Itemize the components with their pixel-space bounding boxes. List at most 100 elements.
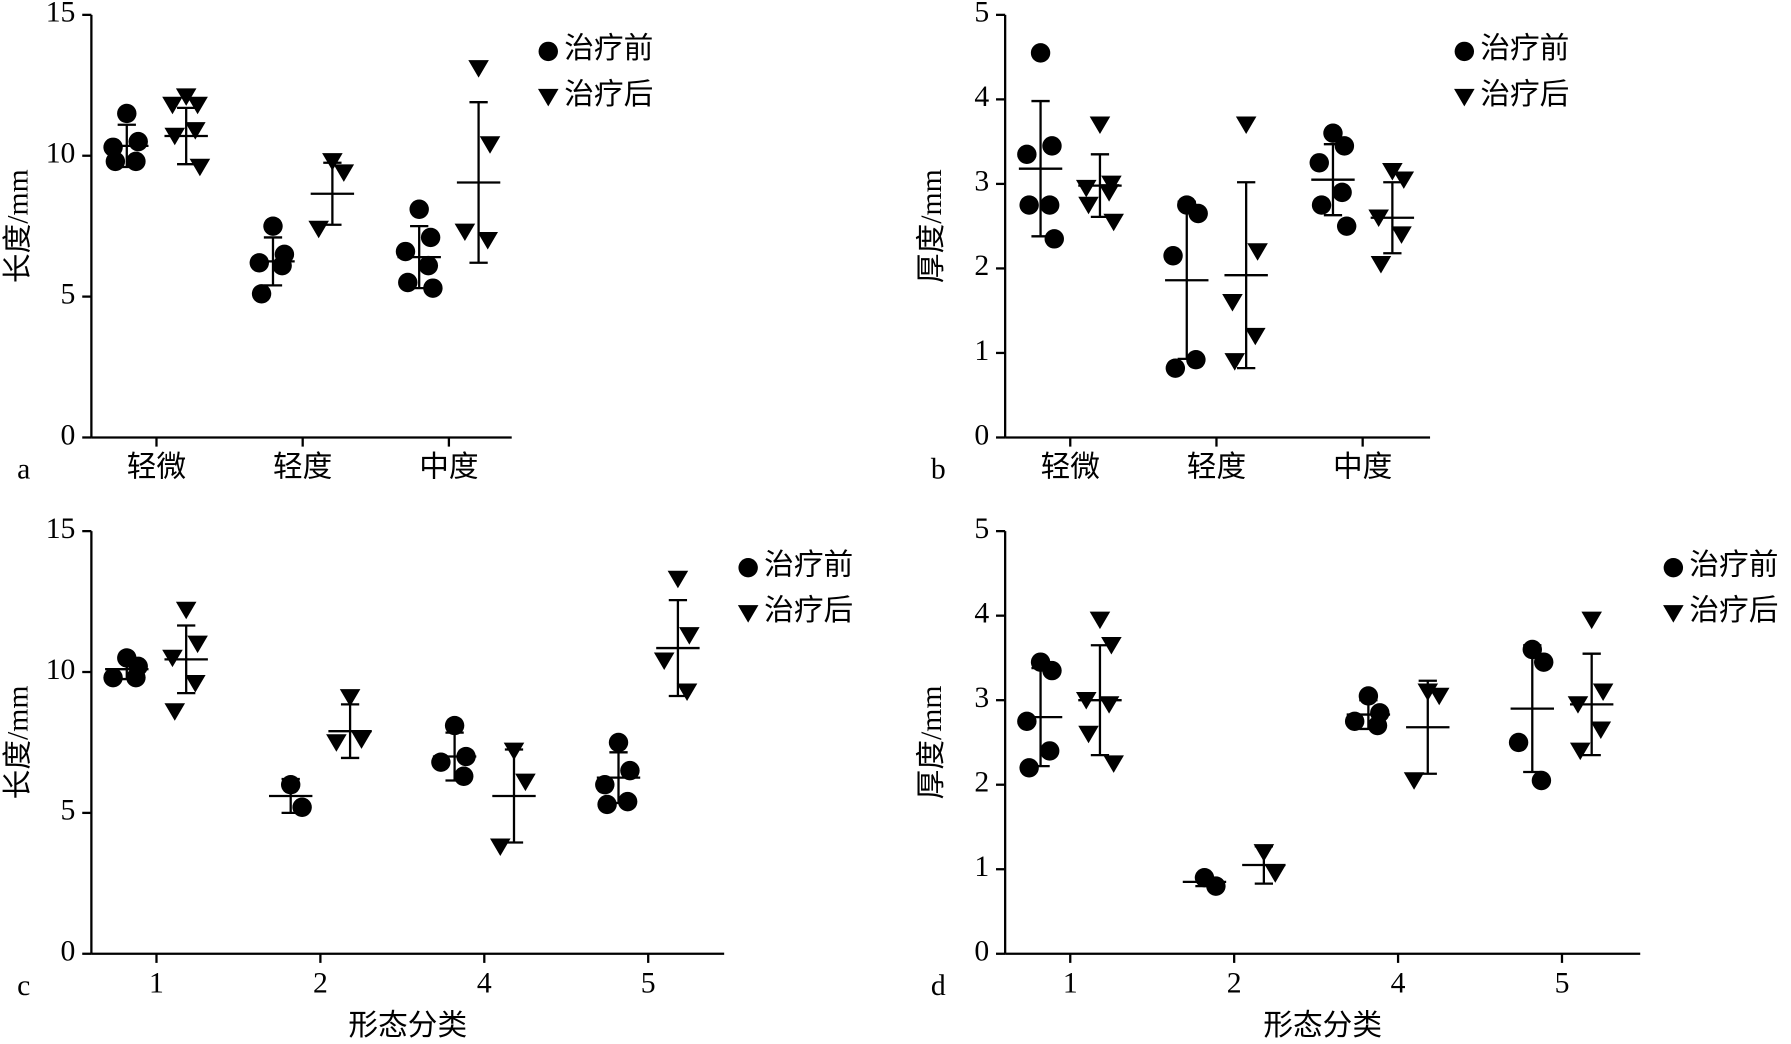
legend-marker: [1663, 557, 1684, 578]
data-point: [1428, 687, 1450, 706]
data-point: [597, 794, 617, 815]
legend-label: 治疗后: [564, 78, 653, 111]
y-tick-label: 3: [974, 166, 989, 198]
x-tick-label: 2: [1227, 968, 1242, 1000]
data-point: [326, 734, 347, 752]
data-point: [162, 96, 183, 115]
data-point: [1393, 171, 1415, 189]
data-point: [1590, 721, 1612, 740]
data-point: [1017, 144, 1037, 165]
legend-label: 治疗后: [1689, 594, 1778, 627]
data-point: [1569, 742, 1591, 761]
data-point: [479, 136, 501, 154]
legend-marker: [738, 557, 758, 578]
legend-label: 治疗后: [764, 594, 853, 627]
x-tick-label: 轻微: [127, 450, 186, 483]
data-point: [251, 284, 272, 304]
data-point: [1103, 213, 1124, 232]
x-tick-label: 1: [1063, 968, 1078, 1000]
data-point: [1344, 711, 1365, 732]
data-point: [1508, 732, 1529, 753]
legend-marker: [1454, 88, 1475, 107]
data-point: [1245, 327, 1266, 346]
x-tick-label: 轻微: [1041, 450, 1100, 483]
data-point: [468, 60, 489, 78]
data-point: [1078, 725, 1099, 744]
data-point: [617, 791, 638, 812]
x-tick-label: 中度: [1333, 450, 1392, 483]
data-point: [454, 766, 474, 786]
data-point: [1531, 770, 1552, 791]
y-axis-label: 厚度/mm: [915, 169, 948, 283]
data-point: [667, 570, 689, 589]
data-point: [490, 838, 511, 856]
data-point: [608, 732, 629, 753]
data-point: [187, 96, 208, 115]
data-point: [1039, 195, 1060, 215]
data-point: [189, 158, 211, 177]
data-point: [1334, 136, 1355, 156]
data-point: [1042, 660, 1062, 681]
data-point: [1309, 153, 1329, 173]
data-point: [420, 227, 441, 248]
data-point: [1188, 203, 1208, 224]
data-point: [1222, 294, 1243, 312]
panel-label: b: [931, 454, 946, 486]
y-tick-label: 5: [61, 278, 76, 310]
data-point: [263, 216, 283, 236]
y-tick-label: 15: [46, 513, 76, 545]
x-axis-label: 形态分类: [348, 1009, 467, 1042]
legend-marker: [1663, 605, 1684, 623]
legend-marker: [538, 41, 558, 62]
x-tick-label: 1: [149, 968, 164, 1000]
data-point: [292, 797, 312, 817]
data-point: [1367, 715, 1388, 736]
legend-label: 治疗前: [1480, 32, 1569, 65]
legend-marker: [737, 605, 759, 623]
data-point: [1224, 353, 1246, 371]
x-tick-label: 2: [313, 968, 328, 1000]
data-point: [1163, 246, 1183, 266]
data-point: [1030, 43, 1051, 63]
data-point: [1089, 611, 1111, 630]
data-point: [117, 103, 137, 124]
data-point: [423, 278, 443, 298]
data-point: [1101, 637, 1122, 655]
data-point: [595, 775, 615, 795]
data-point: [1332, 182, 1352, 203]
data-point: [444, 715, 465, 736]
data-point: [409, 199, 429, 219]
data-point: [398, 272, 418, 293]
data-point: [164, 703, 186, 721]
data-point: [477, 232, 499, 250]
y-tick-label: 5: [974, 513, 989, 545]
data-point: [418, 255, 439, 276]
y-tick-label: 0: [61, 419, 76, 451]
data-point: [1075, 179, 1097, 198]
x-tick-label: 轻度: [1187, 450, 1246, 483]
y-axis-label: 厚度/mm: [915, 686, 948, 800]
x-axis-label: 形态分类: [1263, 1009, 1382, 1042]
data-point: [1098, 184, 1120, 202]
data-point: [185, 675, 206, 693]
data-point: [1019, 195, 1039, 215]
data-point: [272, 255, 292, 276]
data-point: [126, 151, 146, 172]
data-point: [676, 683, 698, 701]
data-point: [653, 652, 675, 670]
y-tick-label: 10: [46, 654, 76, 686]
legend-label: 治疗后: [1480, 78, 1569, 111]
data-point: [333, 164, 355, 182]
data-point: [431, 752, 451, 772]
data-point: [1098, 696, 1120, 714]
data-point: [1078, 196, 1099, 215]
data-point: [249, 253, 269, 273]
data-point: [679, 627, 700, 645]
data-point: [1382, 163, 1403, 181]
data-point: [1534, 652, 1554, 672]
y-tick-label: 5: [61, 795, 76, 827]
x-tick-label: 4: [1391, 968, 1406, 1000]
data-point: [105, 151, 126, 172]
y-tick-label: 5: [974, 0, 989, 29]
